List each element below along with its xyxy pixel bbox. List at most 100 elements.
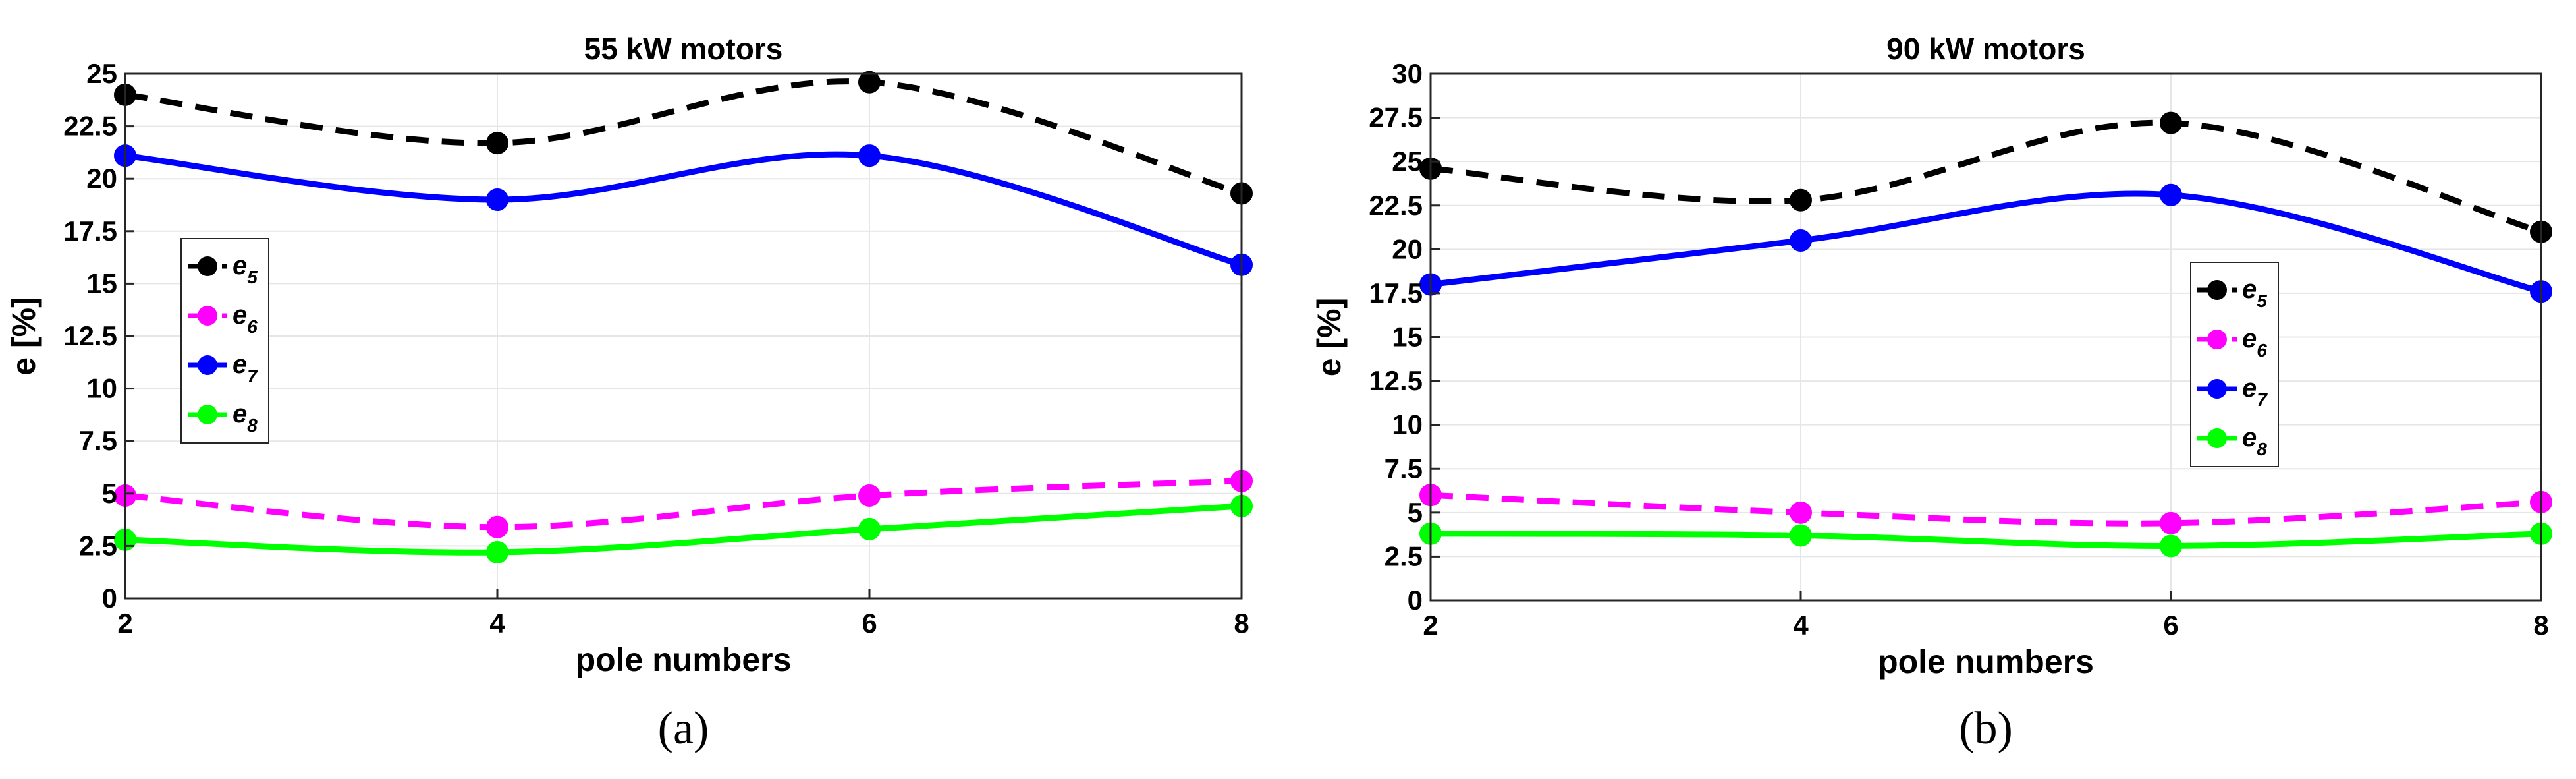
legend-label-e5: e5 (233, 251, 258, 287)
x-axis-label-a: pole numbers (576, 641, 792, 678)
y-tick-label: 12.5 (1369, 365, 1423, 396)
x-tick-label: 6 (2163, 610, 2178, 641)
legend-label-subscript: 6 (247, 316, 258, 337)
y-tick-label: 25 (86, 58, 117, 89)
y-tick-label: 22.5 (63, 111, 117, 142)
legend-label-e6: e6 (2242, 324, 2267, 361)
legend-box (180, 238, 269, 444)
legend-label-main: e (2242, 275, 2257, 304)
legend-marker-e5 (2207, 280, 2227, 300)
legend-label-main: e (2242, 374, 2257, 403)
chart-title-a: 55 kW motors (584, 32, 783, 66)
series-layer-b (1419, 111, 2552, 558)
x-tick-label: 8 (1234, 608, 1249, 639)
data-point-e5 (2160, 111, 2182, 134)
legend-marker-e8 (2207, 428, 2227, 448)
y-tick-label: 27.5 (1369, 102, 1423, 133)
legend-label-main: e (233, 350, 247, 379)
data-point-e8 (2160, 534, 2182, 558)
data-point-e6 (2160, 511, 2182, 534)
legend-label-main: e (233, 399, 247, 428)
legend-label-main: e (2242, 324, 2257, 353)
series-line-e5 (124, 78, 1243, 196)
y-tick-label: 0 (1408, 585, 1423, 616)
data-point-e5 (858, 71, 881, 94)
y-axis-label-a: e [%] (5, 297, 42, 375)
series-line-e7 (124, 151, 1243, 268)
legend-label-e8: e8 (233, 399, 258, 436)
y-axis-label-b: e [%] (1311, 298, 1348, 376)
panel-caption-b: (b) (1959, 703, 2013, 754)
chart-panel-b: 0 2.5 5 7.5 10 12.5 15 17.5 20 22.5 25 27.5 30 2 4 6 8 9… (1311, 32, 2552, 754)
y-tick-label: 10 (1392, 409, 1423, 440)
x-tick-label: 2 (117, 608, 132, 639)
legend-label-e6: e6 (233, 301, 258, 337)
legend-label-e7: e7 (233, 350, 258, 386)
panel-caption-a: (a) (658, 703, 709, 754)
data-point-e7 (2160, 183, 2182, 206)
series-line-e7 (1430, 190, 2542, 295)
legend-label-subscript: 7 (247, 366, 258, 386)
x-tick-label: 6 (862, 608, 877, 639)
series-line-e5 (1430, 119, 2542, 235)
legend-label-subscript: 5 (2257, 291, 2267, 311)
legend-label-e7: e7 (2242, 374, 2268, 410)
data-point-e6 (1790, 501, 1812, 524)
series-line-e6 (124, 478, 1242, 531)
legend-label-main: e (2242, 423, 2257, 452)
x-tick-label: 8 (2533, 610, 2548, 641)
series-line-e8 (1430, 531, 2542, 549)
y-tick-label: 5 (102, 478, 117, 509)
data-point-e6 (858, 484, 881, 507)
x-tick-label: 2 (1423, 610, 1438, 641)
y-tick-label: 17.5 (1369, 277, 1423, 308)
chart-title-b: 90 kW motors (1886, 32, 2085, 66)
legend-label-subscript: 6 (2257, 340, 2267, 361)
data-point-e7 (486, 188, 508, 212)
legend-label-e8: e8 (2242, 423, 2267, 459)
legend-marker-e7 (198, 355, 217, 375)
data-point-e7 (858, 144, 881, 167)
y-tick-label: 20 (1392, 233, 1423, 264)
y-tick-label: 20 (86, 163, 117, 194)
legend-label-subscript: 8 (2257, 439, 2267, 459)
y-tick-label: 15 (1392, 322, 1423, 353)
series-layer-a (114, 71, 1253, 563)
y-tick-label: 7.5 (79, 425, 117, 456)
series-line-e6 (1430, 492, 2542, 527)
legend-label-main: e (233, 251, 247, 280)
ticks-b: 0 2.5 5 7.5 10 12.5 15 17.5 20 22.5 25 27.5 30 2 4 6 8 (1369, 58, 2548, 641)
legend-label-main: e (233, 301, 247, 330)
y-tick-label: 10 (86, 373, 117, 404)
data-point-e8 (486, 540, 508, 563)
legend-label-subscript: 5 (247, 267, 258, 287)
series-line-e8 (124, 503, 1242, 556)
y-tick-label: 22.5 (1369, 190, 1423, 221)
legend-label-subscript: 7 (2257, 390, 2268, 410)
data-point-e8 (1790, 524, 1812, 547)
legend-marker-e6 (2207, 330, 2227, 349)
legend-marker-e6 (198, 306, 217, 326)
legend-marker-e8 (198, 405, 217, 424)
legend-label-e5: e5 (2242, 275, 2267, 311)
y-tick-label: 15 (86, 268, 117, 299)
ticks-a: 0 2.5 5 7.5 10 12.5 15 17.5 20 22.5 25 2 4 6 8 (63, 58, 1249, 639)
x-tick-label: 4 (1793, 610, 1809, 641)
y-tick-label: 2.5 (79, 530, 117, 561)
x-tick-label: 4 (489, 608, 505, 639)
data-point-e5 (486, 132, 508, 155)
x-axis-label-b: pole numbers (1878, 643, 2094, 680)
legend-box (2190, 262, 2279, 467)
grid-a (124, 73, 1242, 599)
legend-marker-e5 (198, 256, 217, 276)
data-point-e7 (1790, 229, 1812, 252)
data-point-e5 (1790, 188, 1812, 212)
legend-marker-e7 (2207, 379, 2227, 399)
y-tick-label: 2.5 (1384, 540, 1423, 571)
y-tick-label: 25 (1392, 146, 1423, 177)
y-tick-label: 30 (1392, 58, 1423, 89)
y-tick-label: 12.5 (63, 320, 117, 351)
